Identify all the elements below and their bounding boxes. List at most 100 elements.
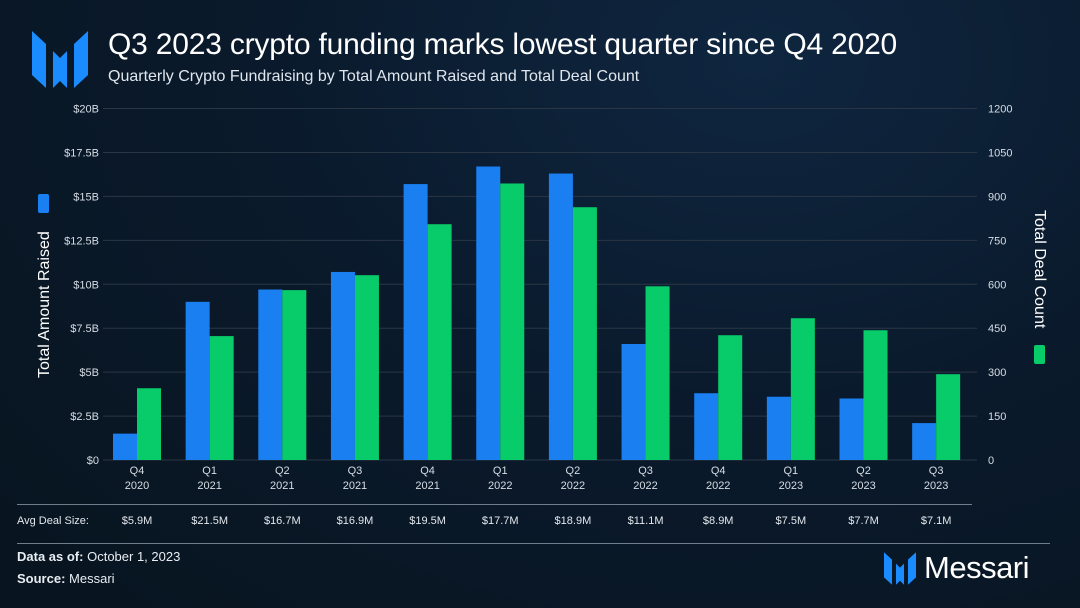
left-tick-label: $17.5B bbox=[64, 147, 99, 159]
avg-deal-size-value: $8.9M bbox=[702, 515, 734, 527]
bar-deal-count bbox=[282, 290, 307, 460]
left-tick-label: $15B bbox=[73, 191, 99, 203]
right-tick-label: 1050 bbox=[988, 147, 1012, 159]
right-tick-label: 0 bbox=[988, 455, 994, 467]
x-tick-label: 2021 bbox=[343, 480, 367, 492]
x-tick-label: 2023 bbox=[924, 480, 948, 492]
avg-deal-size-value: $7.5M bbox=[775, 515, 807, 527]
bar-amount-raised bbox=[113, 433, 137, 460]
x-tick-label: Q1 bbox=[493, 465, 508, 477]
x-tick-label: Q3 bbox=[638, 465, 653, 477]
brand-logo: Messari bbox=[884, 550, 1030, 585]
bar-amount-raised bbox=[330, 271, 355, 460]
x-tick-label: 2023 bbox=[779, 480, 803, 492]
avg-deal-size-value: $21.5M bbox=[191, 515, 228, 527]
x-tick-label: 2022 bbox=[561, 480, 585, 492]
left-tick-label: $2.5B bbox=[70, 411, 99, 423]
right-axis-title: Total Deal Count bbox=[1031, 210, 1048, 364]
source: Source: Messari bbox=[17, 571, 115, 586]
divider bbox=[17, 504, 972, 505]
left-tick-label: $10B bbox=[73, 279, 99, 291]
brand-name: Messari bbox=[924, 550, 1030, 585]
source-label: Source: bbox=[17, 571, 66, 586]
x-tick-label: 2022 bbox=[488, 480, 512, 492]
right-tick-label: 300 bbox=[988, 367, 1006, 379]
bar-deal-count bbox=[645, 286, 670, 460]
bars bbox=[113, 166, 961, 460]
avg-deal-size-value: $7.1M bbox=[920, 515, 952, 527]
avg-deal-size-label: Avg Deal Size: bbox=[17, 515, 89, 527]
left-tick-label: $12.5B bbox=[64, 235, 99, 247]
x-tick-label: Q2 bbox=[856, 465, 871, 477]
bar-amount-raised bbox=[476, 166, 501, 460]
avg-deal-size-value: $19.5M bbox=[409, 515, 446, 527]
gridlines bbox=[103, 108, 977, 461]
avg-deal-size-value: $5.9M bbox=[121, 515, 153, 527]
left-tick-label: $7.5B bbox=[70, 323, 99, 335]
right-tick-label: 600 bbox=[988, 279, 1006, 291]
divider bbox=[17, 543, 1050, 544]
right-tick-label: 450 bbox=[988, 323, 1006, 335]
x-tick-label: Q1 bbox=[784, 465, 799, 477]
x-tick-label: 2022 bbox=[633, 480, 657, 492]
x-tick-label: Q4 bbox=[420, 465, 435, 477]
data-as-of: Data as of: October 1, 2023 bbox=[17, 549, 180, 564]
data-as-of-label: Data as of: bbox=[17, 549, 84, 564]
bar-deal-count bbox=[572, 207, 597, 460]
right-axis-ticks: 0 150 300 450 600 750 900 1050 1200 bbox=[988, 104, 1012, 468]
bar-deal-count bbox=[354, 275, 379, 460]
bar-amount-raised bbox=[258, 289, 283, 460]
x-tick-label: 2021 bbox=[270, 480, 294, 492]
left-tick-label: $20B bbox=[73, 104, 99, 116]
bar-amount-raised bbox=[403, 184, 428, 460]
right-tick-label: 900 bbox=[988, 191, 1006, 203]
bar-deal-count bbox=[790, 318, 815, 460]
bar-deal-count bbox=[500, 183, 525, 460]
right-tick-label: 150 bbox=[988, 411, 1006, 423]
x-axis-ticks: Q4 2020 Q1 2021 Q2 2021 Q3 2021 Q4 2021 Q1 2022 Q2 20… bbox=[125, 465, 949, 492]
left-axis-label: Total Amount Raised bbox=[36, 231, 53, 378]
bar-deal-count bbox=[936, 374, 961, 460]
bar-amount-raised bbox=[621, 344, 646, 460]
x-tick-label: 2021 bbox=[415, 480, 439, 492]
x-tick-label: 2021 bbox=[197, 480, 221, 492]
left-axis-title: Total Amount Raised bbox=[36, 194, 53, 378]
x-tick-label: 2023 bbox=[851, 480, 875, 492]
x-tick-label: Q4 bbox=[130, 465, 145, 477]
left-tick-label: $0 bbox=[87, 455, 99, 467]
avg-deal-size-value: $11.1M bbox=[627, 515, 664, 527]
data-as-of-value: October 1, 2023 bbox=[87, 549, 181, 564]
bar-amount-raised bbox=[694, 393, 719, 460]
avg-deal-size-value: $7.7M bbox=[848, 515, 879, 527]
bar-amount-raised bbox=[185, 301, 210, 460]
x-tick-label: 2020 bbox=[125, 480, 149, 492]
legend-swatch-deals bbox=[1034, 345, 1045, 364]
bar-amount-raised bbox=[548, 173, 573, 460]
avg-deal-size-value: $17.7M bbox=[481, 515, 519, 527]
bar-deal-count bbox=[209, 336, 234, 460]
x-tick-label: Q2 bbox=[566, 465, 581, 477]
right-tick-label: 750 bbox=[988, 235, 1006, 247]
x-tick-label: Q1 bbox=[202, 465, 217, 477]
chart-subtitle: Quarterly Crypto Fundraising by Total Am… bbox=[108, 68, 640, 85]
x-tick-label: 2022 bbox=[706, 480, 730, 492]
x-tick-label: Q3 bbox=[929, 465, 944, 477]
messari-logo-icon bbox=[32, 31, 88, 88]
avg-deal-size-value: $16.9M bbox=[336, 515, 374, 527]
left-axis-ticks: $0 $2.5B $5B $7.5B $10B $12.5B $15B $17.5B $20B bbox=[64, 104, 99, 468]
x-tick-label: Q3 bbox=[348, 465, 363, 477]
chart-title: Q3 2023 crypto funding marks lowest quar… bbox=[108, 28, 898, 61]
bar-deal-count bbox=[137, 388, 161, 460]
bar-amount-raised bbox=[839, 398, 864, 460]
avg-deal-size-value: $18.9M bbox=[554, 515, 592, 527]
bar-deal-count bbox=[718, 335, 743, 460]
right-tick-label: 1200 bbox=[988, 104, 1012, 116]
x-tick-label: Q2 bbox=[275, 465, 290, 477]
left-tick-label: $5B bbox=[79, 367, 99, 379]
bar-amount-raised bbox=[912, 423, 937, 460]
messari-logo-icon bbox=[884, 551, 916, 585]
bar-deal-count bbox=[427, 224, 452, 460]
source-value: Messari bbox=[69, 571, 115, 586]
legend-swatch-amount bbox=[38, 194, 49, 213]
